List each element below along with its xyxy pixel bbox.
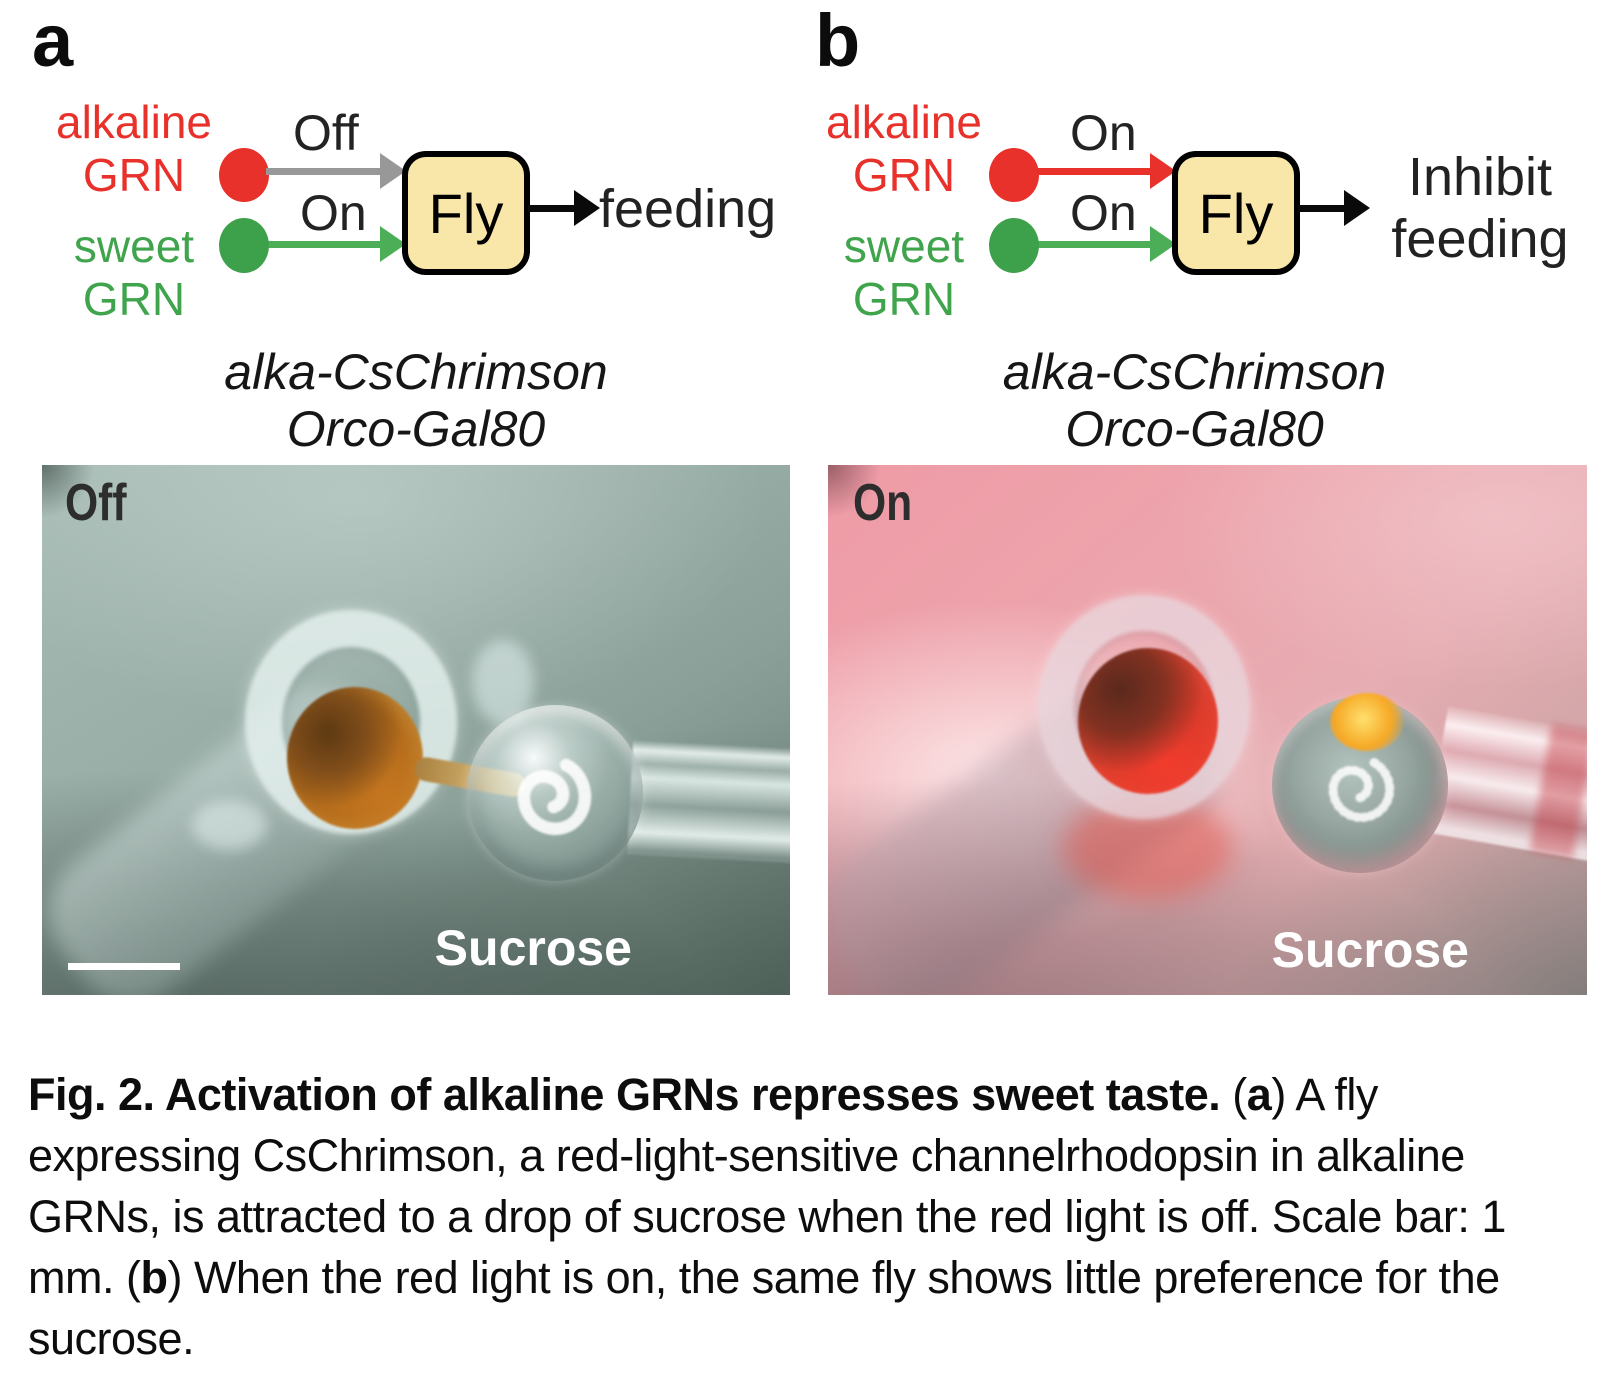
panel-a-photo-light-off: Off Sucrose xyxy=(42,465,790,995)
panel-b-letter: b xyxy=(815,0,861,82)
grn-text: GRN xyxy=(852,149,956,201)
panel-a-on-arrow-head xyxy=(380,226,406,262)
sucrose-pipette xyxy=(627,740,790,864)
grn-text: GRN xyxy=(852,273,956,325)
panel-a-letter: a xyxy=(32,0,74,82)
light-state-label: On xyxy=(853,474,913,532)
sweet-text: sweet xyxy=(73,220,195,272)
caption-segment: Fig. 2. Activation of alkaline GRNs repr… xyxy=(28,1069,1221,1120)
fly-box-label: Fly xyxy=(428,181,504,245)
caption-segment: ) A fly expressing CsChrimson, a red-lig… xyxy=(28,1069,1506,1303)
panel-a-output-arrow-head xyxy=(574,190,600,226)
panel-a-off-arrow-head xyxy=(380,153,406,189)
panel-a-genotype: alka-CsChrimson Orco-Gal80 xyxy=(42,344,790,458)
sucrose-pipette xyxy=(1426,706,1587,862)
outcome-line1: Inhibit xyxy=(1407,147,1553,207)
panel-a-sweet-grn-label: sweet GRN xyxy=(48,220,220,326)
panel-b-arrow1-label: On xyxy=(1070,105,1137,161)
panel-a-on-arrow-shaft xyxy=(266,241,380,248)
scale-bar xyxy=(68,963,180,970)
panel-a-off-arrow-shaft xyxy=(266,168,380,175)
grn-text: GRN xyxy=(82,149,186,201)
panel-a-arrow1-label: Off xyxy=(293,105,359,161)
sucrose-droplet xyxy=(467,705,643,881)
caption-segment: b xyxy=(140,1252,168,1303)
droplet-highlight-spiral xyxy=(1328,758,1395,822)
caption-segment: a xyxy=(1246,1069,1272,1120)
caption-segment: ) When the red light is on, the same fly… xyxy=(28,1252,1500,1364)
panel-b-fly-box: Fly xyxy=(1172,151,1300,275)
panel-a-alkaline-grn-label: alkaline GRN xyxy=(48,96,220,202)
panel-b-sweet-grn-label: sweet GRN xyxy=(818,220,990,326)
fly-head xyxy=(287,687,423,829)
panel-b-red-arrow-shaft xyxy=(1036,168,1150,175)
alkaline-text: alkaline xyxy=(826,96,982,148)
pipette-red-reflection xyxy=(1529,724,1587,859)
panel-a-fly-box: Fly xyxy=(402,151,530,275)
sweet-text: sweet xyxy=(843,220,965,272)
alkaline-text: alkaline xyxy=(56,96,212,148)
wax-debris xyxy=(192,800,267,850)
fly-head-red-lit xyxy=(1078,648,1218,794)
droplet-highlight-spiral xyxy=(517,758,592,835)
panel-b-green-arrow-shaft xyxy=(1036,241,1150,248)
genotype-line1: alka-CsChrimson xyxy=(1002,344,1387,400)
panel-b-photo-light-on: On Sucrose xyxy=(828,465,1587,995)
light-state-label: Off xyxy=(65,474,127,532)
sweet-grn-dot xyxy=(989,218,1039,273)
panel-a-output-arrow-shaft xyxy=(528,205,574,212)
panel-b-genotype: alka-CsChrimson Orco-Gal80 xyxy=(812,344,1577,458)
panel-a-outcome-label: feeding xyxy=(599,179,777,239)
fly-box-label: Fly xyxy=(1198,181,1274,245)
panel-b-green-arrow-head xyxy=(1150,226,1176,262)
panel-b-outcome-label: Inhibit feeding xyxy=(1380,146,1580,270)
figure-caption: Fig. 2. Activation of alkaline GRNs repr… xyxy=(28,1064,1600,1369)
genotype-line2: Orco-Gal80 xyxy=(1065,401,1324,457)
outcome-line2: feeding xyxy=(1391,209,1569,269)
panel-b-red-arrow-head xyxy=(1150,153,1176,189)
panel-a-arrow2-label: On xyxy=(300,185,367,241)
alkaline-grn-dot xyxy=(219,148,269,202)
sucrose-label: Sucrose xyxy=(1271,922,1469,978)
panel-b-alkaline-grn-label: alkaline GRN xyxy=(818,96,990,202)
panel-b-output-arrow-shaft xyxy=(1298,205,1344,212)
sucrose-droplet xyxy=(1272,693,1448,873)
sucrose-label: Sucrose xyxy=(434,920,632,976)
genotype-line2: Orco-Gal80 xyxy=(286,401,546,457)
grn-text: GRN xyxy=(82,273,186,325)
droplet-yellow-reflection xyxy=(1330,693,1404,751)
sweet-grn-dot xyxy=(219,218,269,273)
panel-b-arrow2-label: On xyxy=(1070,185,1137,241)
panel-b-output-arrow-head xyxy=(1344,190,1370,226)
alkaline-grn-dot xyxy=(989,148,1039,202)
caption-segment: ( xyxy=(1220,1069,1247,1120)
genotype-line1: alka-CsChrimson xyxy=(224,344,608,400)
